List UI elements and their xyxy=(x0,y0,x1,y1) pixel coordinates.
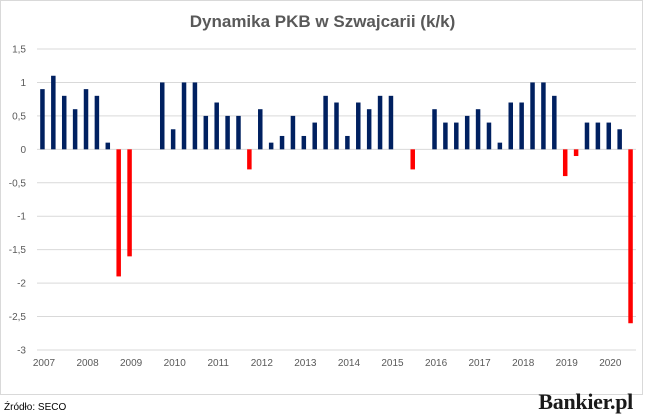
x-tick-label: 2011 xyxy=(207,358,229,369)
x-tick-label: 2019 xyxy=(556,358,579,369)
bar xyxy=(606,122,612,150)
bar xyxy=(443,122,448,150)
y-tick-label: 1,5 xyxy=(12,45,26,56)
bar xyxy=(595,122,601,150)
y-tick-label: 0 xyxy=(20,145,26,156)
y-tick-label: -2,5 xyxy=(9,312,27,323)
bar xyxy=(127,149,132,257)
x-tick-label: 2016 xyxy=(425,358,448,369)
x-tick-label: 2014 xyxy=(338,358,361,369)
bar xyxy=(323,95,328,150)
bar xyxy=(225,115,230,150)
bar xyxy=(573,149,579,157)
x-tick-label: 2017 xyxy=(469,358,492,369)
bankier-logo: Bankier.pl xyxy=(538,389,633,414)
x-tick-label: 2012 xyxy=(251,358,274,369)
bar xyxy=(61,95,67,150)
bar xyxy=(312,122,317,150)
bar xyxy=(388,95,394,150)
bar xyxy=(290,115,296,150)
y-tick-label: -1 xyxy=(17,212,26,223)
bar xyxy=(258,109,263,150)
chart-frame xyxy=(0,0,643,395)
bar xyxy=(530,82,535,150)
x-tick-label: 2018 xyxy=(512,358,535,369)
bar xyxy=(519,102,524,150)
bar xyxy=(454,122,459,150)
bar xyxy=(377,95,383,150)
bar xyxy=(628,149,633,324)
chart-title: Dynamika PKB w Szwajcarii (k/k) xyxy=(189,12,456,31)
bar xyxy=(159,82,165,150)
bar xyxy=(562,149,568,177)
bar xyxy=(432,109,437,150)
x-tick-label: 2009 xyxy=(120,358,143,369)
bar xyxy=(552,95,557,150)
bar xyxy=(345,135,350,150)
bar xyxy=(541,82,546,150)
x-tick-label: 2020 xyxy=(599,358,622,369)
bar xyxy=(203,115,209,150)
bar xyxy=(584,122,590,150)
y-tick-label: -1,5 xyxy=(9,245,27,256)
y-tick-label: -3 xyxy=(17,346,26,357)
bar xyxy=(617,129,622,150)
bar xyxy=(236,115,241,150)
bar xyxy=(94,95,100,150)
x-tick-label: 2013 xyxy=(294,358,317,369)
y-tick-label: 1 xyxy=(20,78,26,89)
bar xyxy=(192,82,198,150)
x-tick-label: 2015 xyxy=(381,358,404,369)
x-tick-label: 2008 xyxy=(76,358,99,369)
bar xyxy=(116,149,121,277)
bar xyxy=(83,89,89,150)
bar xyxy=(214,102,219,150)
bar xyxy=(51,75,56,150)
y-tick-label: 0,5 xyxy=(12,111,26,122)
y-tick-label: -2 xyxy=(17,279,26,290)
bar xyxy=(40,89,45,150)
bar xyxy=(486,122,492,150)
bar xyxy=(366,109,372,150)
bar-chart: 1,5 1 0,5 0 -0,5 -1 -1,5 -2 -2,5 -3 2007 2008 2009 20… xyxy=(9,45,636,369)
bar xyxy=(356,102,361,150)
x-tick-label: 2010 xyxy=(164,358,187,369)
bar xyxy=(497,142,503,150)
bar xyxy=(72,109,78,150)
bar xyxy=(508,102,514,150)
bar xyxy=(279,135,285,150)
bar xyxy=(410,149,415,170)
bar xyxy=(247,149,252,170)
x-tick-label: 2007 xyxy=(33,358,56,369)
bar xyxy=(334,102,339,150)
bar xyxy=(475,109,481,150)
bar xyxy=(105,142,111,150)
source-note: Źródło: SECO xyxy=(4,402,67,413)
y-tick-label: -0,5 xyxy=(9,178,27,189)
bar xyxy=(170,129,176,150)
bar xyxy=(181,82,187,150)
bar xyxy=(301,135,307,150)
bar xyxy=(464,115,470,150)
bar xyxy=(268,142,274,150)
